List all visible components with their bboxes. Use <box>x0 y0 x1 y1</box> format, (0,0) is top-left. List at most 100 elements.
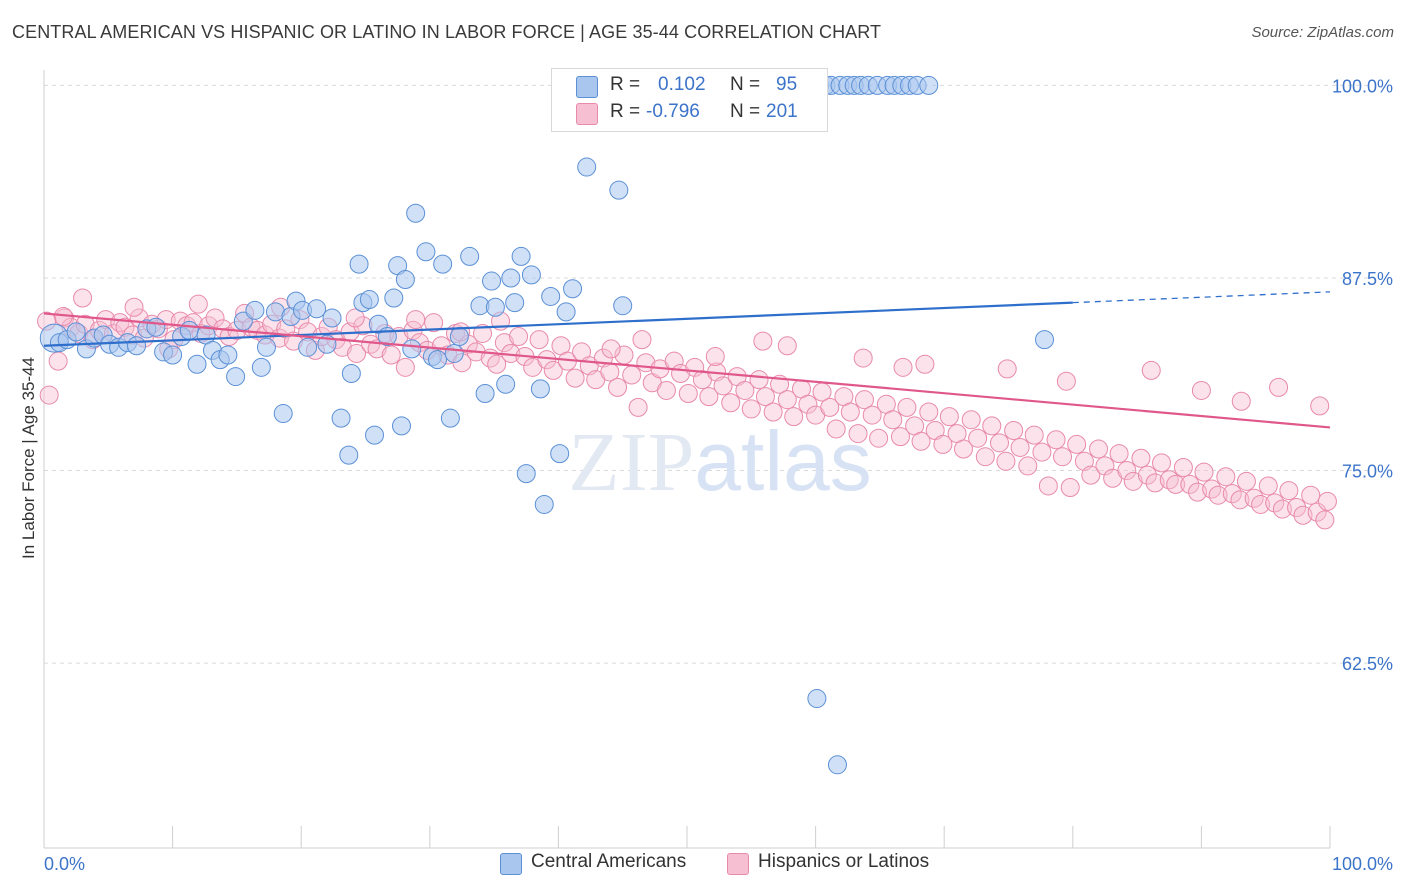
trend-lines <box>43 291 1331 429</box>
data-point-hispanic <box>749 370 769 390</box>
r-label: R = <box>610 74 641 95</box>
data-point-central-american <box>341 363 361 383</box>
data-point-hispanic <box>1173 457 1193 477</box>
data-point-hispanic <box>1095 456 1115 476</box>
data-point-central-american <box>563 279 583 299</box>
data-point-hispanic <box>820 397 840 417</box>
data-point-hispanic <box>763 402 783 422</box>
data-point-hispanic <box>1269 377 1289 397</box>
data-point-hispanic <box>678 384 698 404</box>
data-point-hispanic <box>826 419 846 439</box>
data-point-central-american <box>384 288 404 308</box>
data-point-central-american <box>485 297 505 317</box>
data-point-hispanic <box>1236 471 1256 491</box>
data-point-hispanic <box>345 308 365 328</box>
data-point-hispanic <box>1188 482 1208 502</box>
data-point-hispanic <box>699 387 719 407</box>
data-point-hispanic <box>721 393 741 413</box>
data-point-central-american <box>146 317 166 337</box>
data-point-hispanic <box>494 333 514 353</box>
data-point-central-american <box>307 299 327 319</box>
data-point-hispanic <box>601 339 621 359</box>
data-point-central-american <box>428 350 448 370</box>
data-point-central-american <box>440 408 460 428</box>
data-point-hispanic <box>1287 498 1307 518</box>
data-point-hispanic <box>883 410 903 430</box>
data-point-central-american <box>460 246 480 266</box>
data-point-hispanic <box>713 376 733 396</box>
data-point-central-american <box>245 300 265 320</box>
data-point-hispanic <box>968 428 988 448</box>
data-point-hispanic <box>840 402 860 422</box>
data-point-central-american <box>482 271 502 291</box>
data-point-hispanic <box>608 377 628 397</box>
data-point-central-american <box>273 404 293 424</box>
data-point-hispanic <box>1310 396 1330 416</box>
data-point-hispanic <box>1145 473 1165 493</box>
data-point-hispanic <box>565 368 585 388</box>
data-point-central-american <box>827 755 847 775</box>
data-point-hispanic <box>741 399 761 419</box>
data-point-hispanic <box>798 394 818 414</box>
data-point-central-american <box>511 246 531 266</box>
data-point-hispanic <box>1004 420 1024 440</box>
pink-swatch-icon <box>576 103 598 125</box>
data-point-central-american <box>365 425 385 445</box>
data-point-hispanic <box>1123 471 1143 491</box>
data-point-hispanic <box>1317 491 1337 511</box>
data-point-hispanic <box>406 310 426 330</box>
data-point-hispanic <box>219 327 239 347</box>
data-point-hispanic <box>996 451 1016 471</box>
data-point-hispanic <box>705 347 725 367</box>
data-point-central-american <box>613 296 633 316</box>
data-point-hispanic <box>487 354 507 374</box>
data-point-hispanic <box>1141 360 1161 380</box>
data-point-hispanic <box>953 439 973 459</box>
data-point-hispanic <box>1231 391 1251 411</box>
data-point-hispanic <box>1131 448 1151 468</box>
data-point-hispanic <box>1279 481 1299 501</box>
data-point-hispanic <box>1060 478 1080 498</box>
y-tick-label: 100.0% <box>1332 76 1393 96</box>
data-point-hispanic <box>1018 456 1038 476</box>
data-point-hispanic <box>753 331 773 351</box>
data-point-hispanic <box>205 308 225 328</box>
data-point-hispanic <box>939 407 959 427</box>
n-value: 201 <box>766 101 798 122</box>
data-point-hispanic <box>124 297 144 317</box>
data-point-central-american <box>550 444 570 464</box>
data-point-central-american <box>349 254 369 274</box>
data-point-hispanic <box>1010 437 1030 457</box>
blue-swatch-icon <box>576 76 598 98</box>
data-point-central-american <box>807 689 827 709</box>
data-point-central-american <box>406 203 426 223</box>
blue-swatch-icon <box>500 853 522 875</box>
data-point-hispanic <box>1067 434 1087 454</box>
r-label: R = <box>610 101 641 122</box>
data-point-hispanic <box>529 330 549 350</box>
data-point-central-american <box>449 327 469 347</box>
data-point-hispanic <box>1265 493 1285 513</box>
data-point-central-american <box>501 268 521 288</box>
n-value: 95 <box>776 74 798 95</box>
data-point-central-american <box>556 302 576 322</box>
data-point-hispanic <box>1272 499 1292 519</box>
data-point-hispanic <box>1180 474 1200 494</box>
trend-line-extension <box>1072 291 1331 304</box>
data-point-central-american <box>339 445 359 465</box>
data-point-hispanic <box>1191 380 1211 400</box>
data-point-central-american <box>541 286 561 306</box>
tick-labels: 100.0% 87.5% 75.0% 62.5% 0.0% 100.0% <box>44 76 1393 874</box>
data-point-hispanic <box>1032 442 1052 462</box>
data-point-central-american <box>402 339 422 359</box>
data-point-hispanic <box>395 357 415 377</box>
data-point-hispanic <box>1315 510 1335 530</box>
data-point-central-american <box>534 494 554 514</box>
series-central-americans-points <box>39 75 1055 775</box>
trend-line-hispanics <box>43 312 1331 429</box>
data-point-hispanic <box>890 427 910 447</box>
data-point-central-american <box>226 367 246 387</box>
data-point-hispanic <box>1056 371 1076 391</box>
data-point-hispanic <box>853 348 873 368</box>
y-axis-label: In Labor Force | Age 35-44 <box>19 357 38 559</box>
